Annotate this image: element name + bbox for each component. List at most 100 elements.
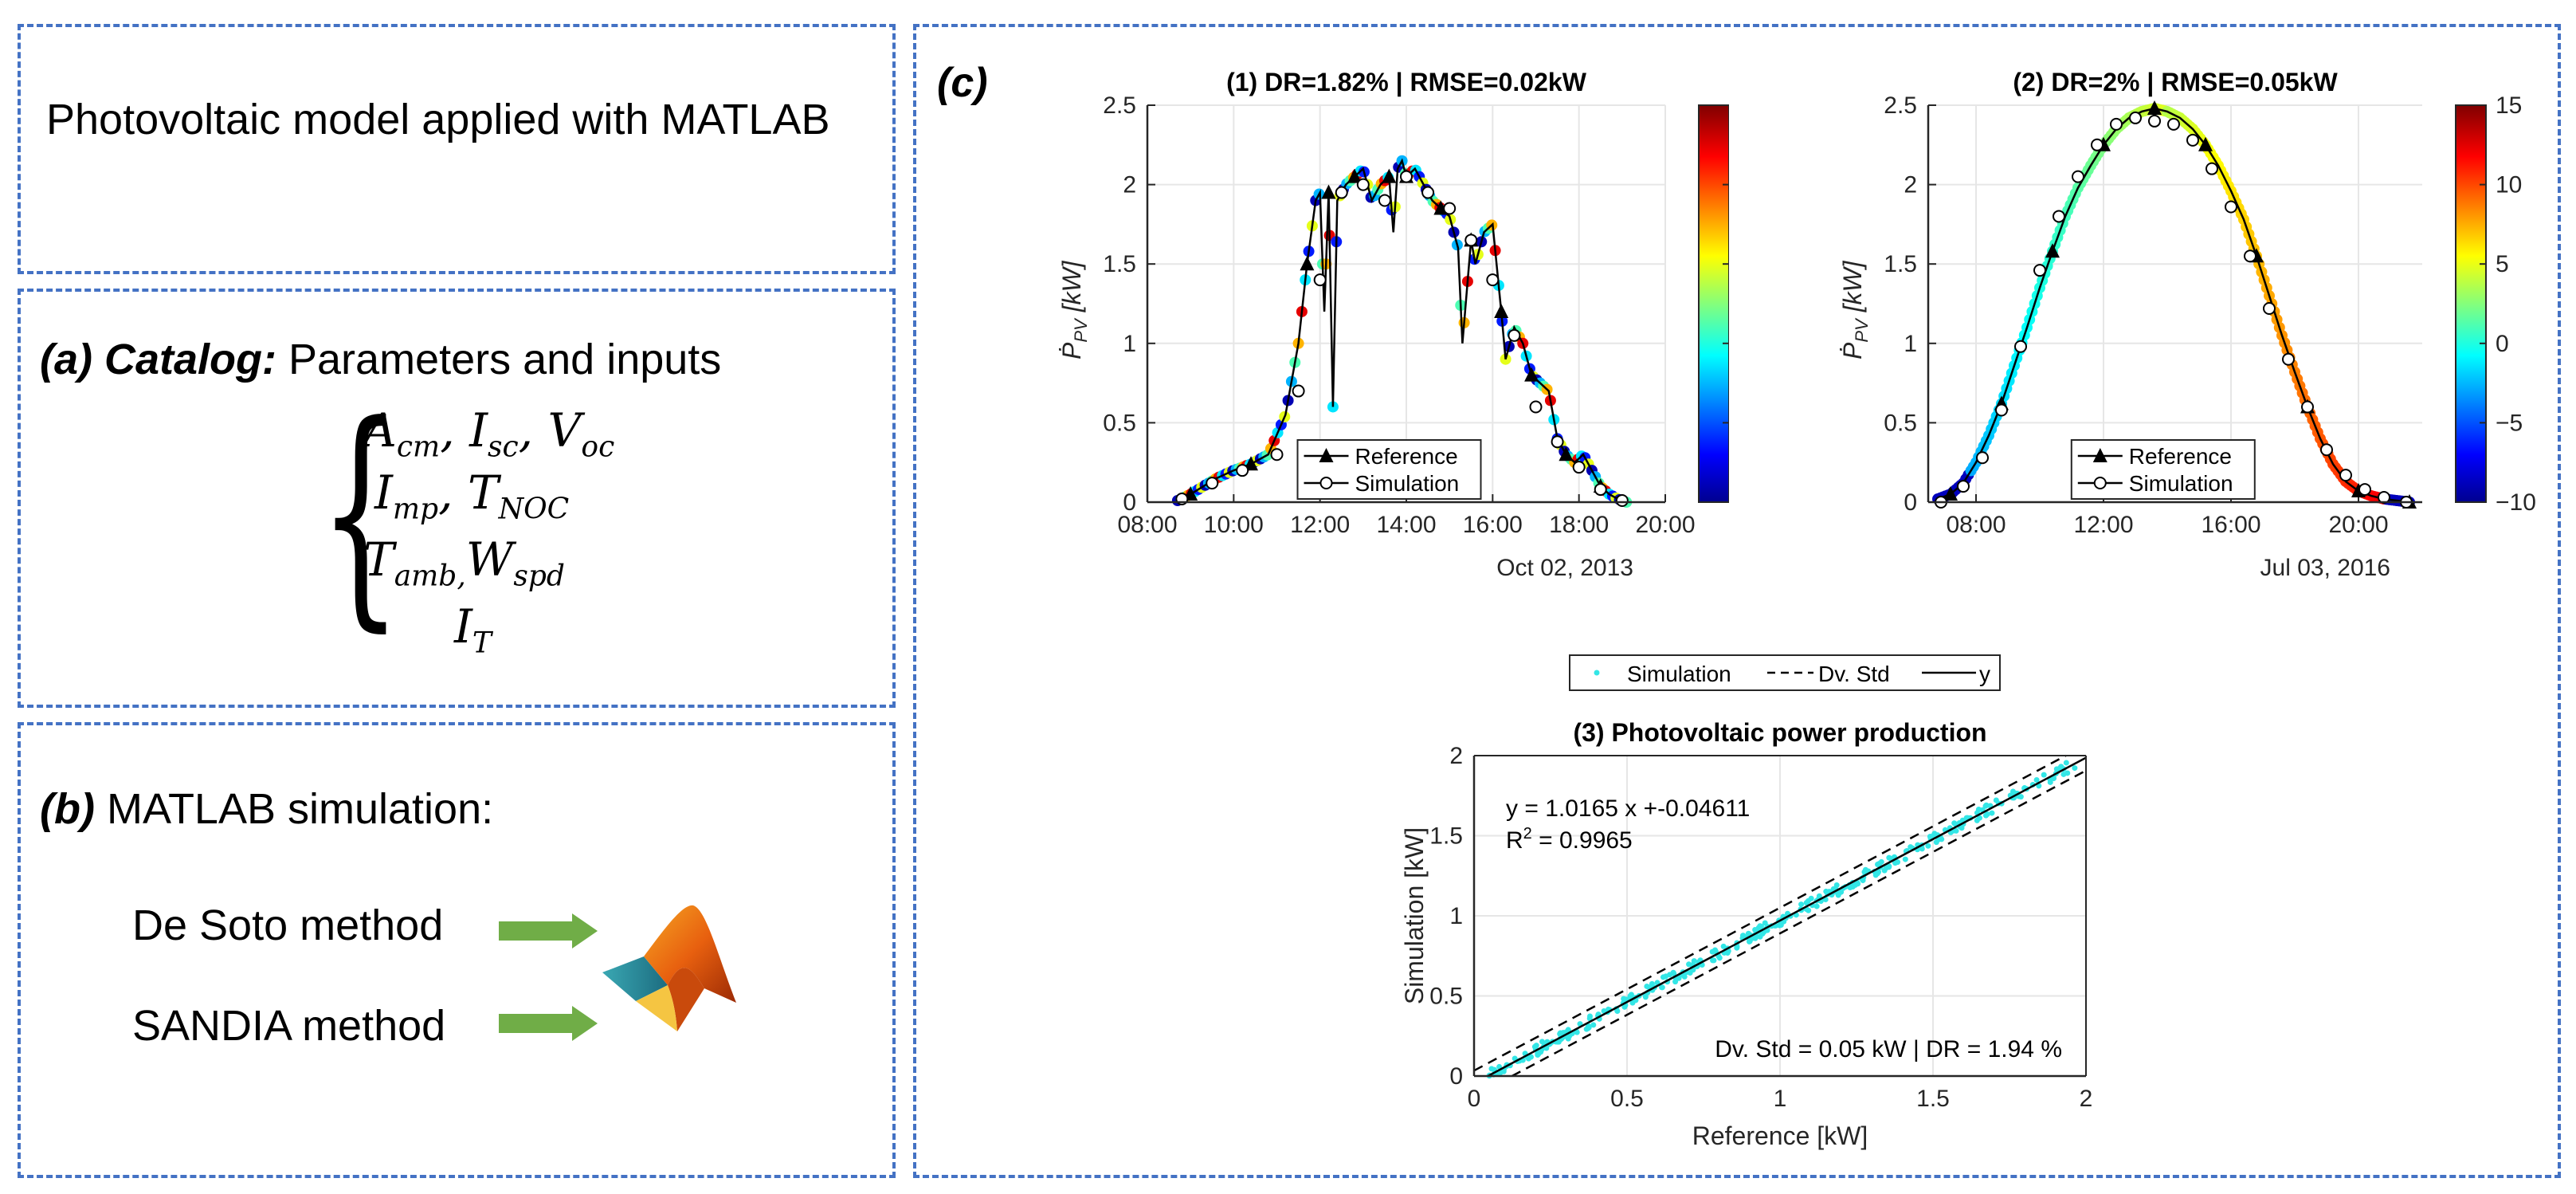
std-upper-line: [1473, 754, 2067, 1072]
fit-line: [1487, 756, 2087, 1078]
reference-marker: [1524, 367, 1539, 382]
simulation-marker: [2072, 170, 2084, 183]
reference-marker: [2147, 100, 2162, 115]
simulation-marker: [2301, 400, 2314, 414]
colorbar: [1698, 104, 1729, 503]
results-panel: [913, 24, 2561, 1178]
simulation-marker: [1615, 494, 1629, 508]
reference-marker: [1559, 446, 1574, 461]
scatter-point: [1907, 844, 1914, 850]
colorbar-tick-label: 0: [2496, 331, 2509, 357]
fit-equation: y = 1.0165 x +-0.04611: [1506, 795, 1750, 822]
legend-y-label: y: [1979, 662, 1990, 686]
x-tick-label: 16:00: [2201, 512, 2260, 538]
y-tick-label: 0: [1123, 489, 1136, 516]
simulation-marker: [2129, 111, 2142, 124]
simulation-heading: (b) MATLAB simulation:: [40, 784, 493, 834]
y-tick-label: 1.5: [1103, 251, 1136, 277]
legend-simulation-label: Simulation: [1627, 662, 1731, 686]
simulation-marker: [1421, 186, 1435, 199]
scatter-point: [1740, 933, 1747, 939]
simulation-marker: [1486, 273, 1500, 287]
x-tick-label: 0.5: [1610, 1086, 1644, 1112]
scatter-point: [1860, 878, 1866, 884]
colorbar-tick-label: −10: [2496, 489, 2536, 516]
simulation-marker: [1551, 435, 1564, 449]
matlab-logo-icon: [602, 905, 736, 1031]
simulation-text: MATLAB simulation:: [94, 785, 494, 833]
scatter-point: [1806, 907, 1812, 913]
reference-marker: [1943, 486, 1958, 501]
simulation-marker: [2148, 114, 2161, 128]
simulation-marker: [1270, 448, 1284, 461]
scatter-point: [1886, 864, 1892, 870]
scatter-point: [1776, 922, 1782, 929]
scatter-point: [2047, 779, 2053, 785]
y-tick-label: 1.5: [1429, 823, 1463, 850]
plot-area: [1928, 105, 2422, 502]
scatter-point: [2058, 764, 2064, 770]
simulation-marker: [2358, 483, 2371, 497]
reference-marker: [1300, 256, 1315, 271]
simulation-marker: [2053, 210, 2065, 223]
scatter-point: [1974, 817, 1980, 823]
scatter-point: [1872, 872, 1879, 878]
scatter-point: [1660, 974, 1666, 980]
scatter-point: [1687, 970, 1693, 976]
stats-annotation: Dv. Std = 0.05 kW | DR = 1.94 %: [1715, 1036, 2062, 1062]
scatter-point: [2041, 772, 2047, 778]
scatter-point: [1982, 803, 1989, 809]
scatter-point: [1757, 933, 1763, 940]
scatter-point: [1565, 1027, 1571, 1033]
panel-title: Photovoltaic model applied with MATLAB: [46, 96, 830, 143]
scatter-point: [1925, 842, 1931, 849]
scatter-point: [1875, 862, 1881, 868]
legend-box: [1296, 439, 1482, 500]
simulation-marker: [2244, 249, 2256, 263]
x-tick-label: 12:00: [2073, 512, 2133, 538]
y-tick-label: 1: [1123, 331, 1136, 357]
y-tick-label: 2.5: [1884, 92, 1917, 119]
scatter-point: [1642, 994, 1649, 1000]
simulation-marker: [1313, 273, 1327, 287]
scatter-point: [1659, 984, 1665, 991]
scatter-point: [1881, 867, 1888, 874]
scatter-point: [1919, 846, 1925, 852]
simulation-marker: [2320, 443, 2333, 457]
colorbar-tick-label: 15: [2496, 92, 2522, 119]
y-tick-label: 2: [1904, 172, 1917, 198]
chart-title: (2) DR=2% | RMSE=0.05kW: [2013, 68, 2338, 96]
simulation-marker: [1529, 400, 1543, 414]
arrow-right-icon: [499, 1006, 598, 1041]
simulation-marker: [1995, 403, 2008, 417]
simulation-marker: [1976, 451, 1989, 465]
r-squared: R2 = 0.9965: [1506, 825, 1633, 854]
title-panel: [18, 24, 896, 274]
catalog-panel: [18, 289, 896, 708]
scatter-point: [1574, 1029, 1580, 1035]
legend-reference-marker: [1319, 448, 1334, 462]
reference-marker: [1321, 184, 1336, 199]
scatter-point: [1621, 1004, 1628, 1010]
simulation-marker: [2263, 301, 2276, 315]
x-tick-label: 1: [1774, 1086, 1787, 1112]
x-tick-label: 0: [1468, 1086, 1481, 1112]
simulation-label: (b): [40, 785, 95, 833]
x-axis-label: Reference [kW]: [1692, 1121, 1868, 1150]
y-tick-label: 0.5: [1103, 410, 1136, 436]
simulation-marker: [1335, 186, 1348, 199]
simulation-marker: [1206, 477, 1219, 490]
y-axis-label: ṖPV [kW]: [1057, 260, 1091, 359]
scatter-point: [1555, 1039, 1562, 1045]
scatter-point: [1614, 1008, 1621, 1015]
scatter-point: [1747, 938, 1753, 945]
simulation-marker: [2282, 352, 2295, 366]
scatter-point: [1931, 831, 1938, 837]
simulation-marker: [1957, 480, 1970, 493]
reference-line: [1177, 158, 1627, 504]
y-tick-label: 0.5: [1884, 410, 1917, 436]
x-tick-label: 08:00: [1117, 512, 1177, 538]
x-tick-label: 20:00: [1635, 512, 1695, 538]
scatter-point: [1720, 943, 1727, 949]
scatter-point: [1590, 1022, 1597, 1028]
